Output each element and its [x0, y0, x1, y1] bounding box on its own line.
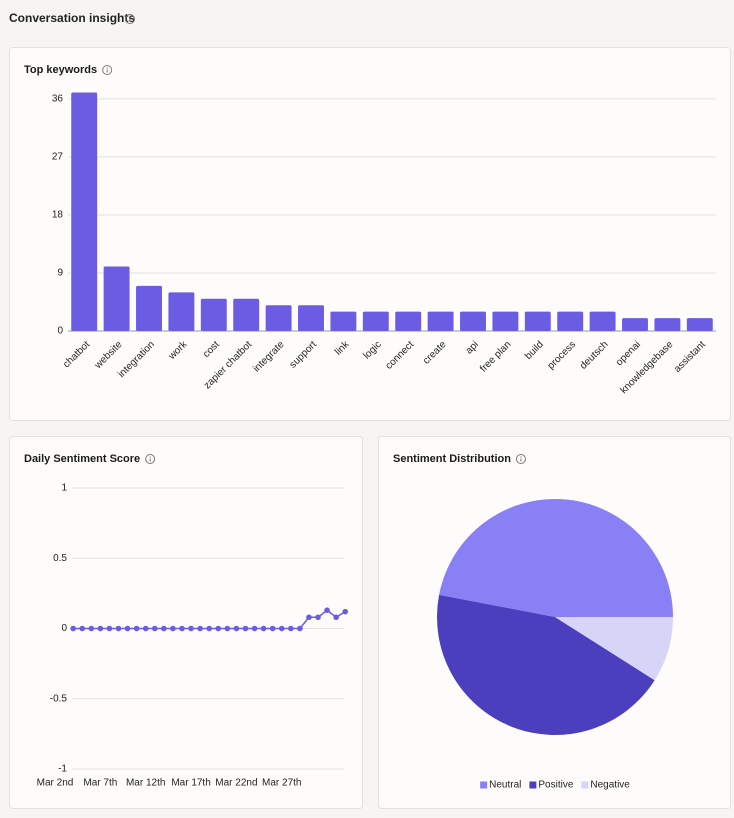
y-tick-label: 36 [52, 94, 64, 105]
y-tick-label: 27 [52, 152, 64, 163]
legend-label: Positive [538, 780, 573, 791]
point [269, 625, 276, 632]
y-tick-label: 0 [61, 623, 67, 634]
y-tick-label: 18 [52, 210, 64, 221]
bar [395, 311, 422, 331]
point [70, 625, 76, 632]
bar [686, 318, 713, 331]
point [242, 625, 249, 632]
x-tick-label: Mar 17th [171, 778, 210, 789]
bar [460, 311, 486, 331]
icon-dot [106, 67, 108, 69]
bar [622, 318, 648, 331]
bar [362, 311, 389, 331]
bar [492, 311, 519, 331]
legend-label: Neutral [489, 780, 521, 791]
page-title: Conversation insights [9, 11, 135, 25]
bar [427, 311, 454, 331]
card-title: Daily Sentiment Score [24, 453, 140, 465]
point [233, 625, 240, 632]
legend-swatch [480, 781, 488, 789]
point [278, 625, 285, 632]
bar [265, 305, 292, 331]
point [88, 625, 95, 632]
point [124, 625, 131, 632]
legend-swatch [581, 781, 589, 789]
bar [71, 92, 98, 332]
point [97, 625, 104, 632]
bar [298, 305, 324, 331]
point [161, 625, 167, 632]
point [306, 614, 312, 621]
point [224, 625, 231, 632]
bar [200, 298, 227, 331]
point [197, 625, 203, 632]
point [206, 625, 212, 632]
icon-dot [149, 456, 151, 458]
point [179, 625, 185, 632]
point [333, 614, 339, 621]
point [142, 625, 149, 632]
point [215, 625, 222, 632]
x-tick-label: Mar 22nd [215, 778, 257, 789]
x-tick-label: Mar 12th [126, 778, 165, 789]
point [170, 625, 176, 632]
pie-slice [555, 617, 673, 681]
legend: Neutral Positive Negative [480, 780, 630, 791]
point [288, 625, 294, 632]
x-tick-label: Mar 7th [83, 778, 117, 789]
bar [557, 311, 584, 331]
info-icon [515, 454, 526, 464]
info-icon [125, 14, 135, 24]
point [342, 608, 349, 615]
bar [330, 311, 357, 331]
x-tick-label: Mar 2nd [37, 778, 74, 789]
icon-ring [102, 65, 113, 75]
y-tick-label: 0 [57, 326, 63, 337]
legend-swatch [529, 781, 537, 789]
icon-ring [515, 454, 526, 464]
bar [233, 298, 260, 331]
info-icon [102, 65, 113, 75]
card [9, 436, 363, 809]
y-tick-label: 0.5 [53, 553, 67, 564]
bar [589, 311, 616, 331]
pie-slice [437, 594, 655, 735]
point [188, 625, 194, 632]
point [79, 625, 86, 632]
bar [103, 266, 130, 331]
bar [136, 285, 162, 331]
point [324, 607, 330, 614]
y-tick-label: 9 [57, 268, 63, 279]
point [151, 625, 158, 632]
point [115, 625, 122, 632]
point [297, 625, 303, 632]
point [315, 614, 321, 621]
bar [168, 292, 195, 331]
card-title: Top keywords [24, 64, 97, 76]
icon-ring [145, 454, 156, 464]
x-tick-label: Mar 27th [262, 778, 301, 789]
card-title: Sentiment Distribution [393, 453, 511, 465]
info-icon [145, 454, 156, 464]
y-tick-label: -1 [58, 764, 67, 775]
pie-slice [439, 499, 673, 617]
point [106, 625, 113, 632]
y-tick-label: 1 [61, 483, 67, 494]
bar [654, 318, 681, 331]
point [133, 625, 140, 632]
point [260, 625, 267, 632]
y-tick-label: -0.5 [50, 693, 68, 704]
point [251, 625, 258, 632]
bar [524, 311, 551, 331]
icon-dot [520, 456, 522, 458]
legend-label: Negative [590, 780, 630, 791]
